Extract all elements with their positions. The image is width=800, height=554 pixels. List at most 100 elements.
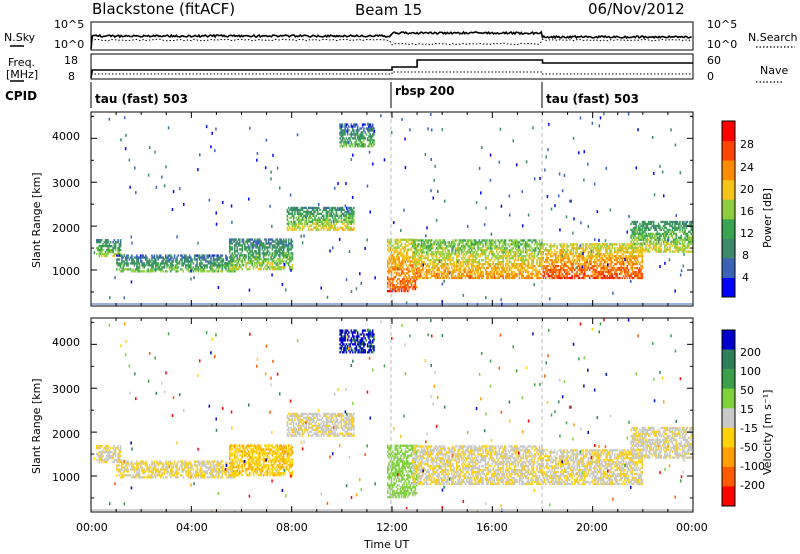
power-cell [205,260,207,263]
power-cell [524,255,527,258]
power-cell [405,252,408,255]
power-cell [545,266,547,270]
power-cell [576,243,578,246]
power-cell [183,256,186,259]
power-cell [434,249,437,252]
power-cell [448,253,450,256]
power-cell [414,241,417,244]
power-cell [386,238,389,241]
power-cell [146,256,148,259]
power-cell [641,220,644,224]
power-cell [369,125,371,128]
power-cell [344,224,346,227]
power-cell [477,262,479,266]
power-cell [624,272,626,276]
power-cell [536,241,538,244]
power-cell [507,276,509,280]
power-cell [581,253,583,256]
power-cell [161,262,163,265]
power-cell [613,249,616,252]
power-cell [635,222,637,226]
power-cell [630,259,632,262]
power-cell [178,260,181,263]
power-cell [478,264,481,268]
power-cell [474,241,477,244]
power-cell [393,256,395,259]
power-cell [244,246,246,249]
power-cell [637,272,640,276]
power-cell [294,220,296,223]
power-cell [389,240,392,243]
power-cell [285,254,287,257]
power-cell [632,249,635,252]
power-cell [619,266,621,270]
power-cell [458,253,461,256]
power-cell [309,212,311,216]
power-cell [562,274,565,278]
power-cell [571,264,573,268]
power-cell [134,270,137,273]
power-cell [587,245,590,248]
power-cell [430,247,433,250]
power-cell [315,222,318,225]
power-cell [657,236,660,239]
power-cell [639,270,641,274]
power-cell [437,247,439,250]
power-cell [228,248,231,251]
power-cell [561,253,563,256]
power-cell [504,270,507,274]
power-cell [335,214,338,217]
power-cell [660,242,662,245]
power-cell [523,276,526,280]
power-cell [334,216,336,219]
power-cell [261,246,264,249]
power-cell [595,249,597,252]
power-cell [550,245,552,248]
power-cell [227,270,230,273]
power-cell [114,243,117,246]
power-cell [452,241,454,244]
power-cell [521,243,523,246]
power-cell [608,247,611,250]
power-cell [608,251,611,254]
power-cell [297,216,300,219]
power-cell [414,262,417,266]
power-cell [502,259,504,262]
power-cell [462,243,464,246]
power-cell [341,226,344,229]
power-cell [329,214,331,217]
power-cell [479,274,482,278]
power-cell [526,243,528,246]
power-cell [109,244,112,248]
power-cell [114,276,116,280]
power-cell [325,222,328,225]
power-cell [640,268,642,272]
power-cell [230,242,232,245]
power-cell [684,222,686,226]
power-cell [524,243,527,246]
power-cell [205,266,207,269]
power-cell [395,250,398,253]
power-cell [602,264,605,268]
power-cell [474,276,477,280]
power-cell [634,259,636,262]
power-cell [311,214,314,217]
power-cell [639,249,641,252]
power-cell [237,258,240,261]
power-cell [538,257,541,260]
power-cell [270,170,272,174]
power-cell [631,253,634,256]
power-cell [463,268,466,272]
power-cell [491,249,493,252]
power-cell [301,216,304,219]
power-cell [275,246,277,249]
power-cell [440,261,443,264]
power-cell [168,266,171,269]
power-cell [443,257,445,260]
power-cell [572,261,575,264]
power-cell [215,127,217,131]
power-cell [611,274,614,278]
power-cell [634,238,636,241]
power-cell [619,261,621,264]
power-cell [558,272,561,276]
